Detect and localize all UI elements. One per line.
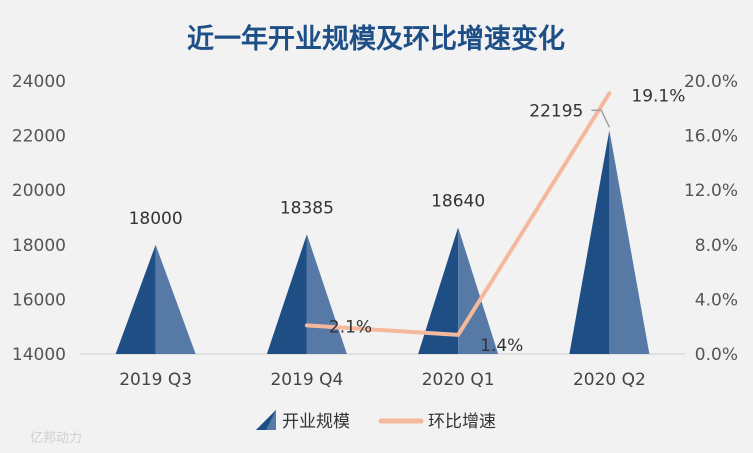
x-tick-label: 2019 Q4 [270, 370, 343, 390]
legend: 开业规模 环比增速 [256, 410, 496, 432]
y-left-tick-label: 16000 [12, 290, 66, 310]
bar-data-label: 18640 [431, 191, 485, 211]
y-left-tick-label: 14000 [12, 345, 66, 365]
growth-line-point [607, 91, 611, 95]
line-data-label: 1.4% [480, 336, 523, 356]
bar-left-face [569, 130, 610, 354]
y-right-tick-label: 20.0% [684, 72, 738, 92]
legend-swatch-scale-dark [256, 410, 276, 430]
growth-line-point [305, 323, 309, 327]
y-left-tick-label: 20000 [12, 181, 66, 201]
y-left-tick-label: 18000 [12, 236, 66, 256]
y-left-tick-label: 22000 [12, 127, 66, 147]
data-labels: 18000 18385 18640 22195 2.1% 1.4% 19.1% [129, 86, 686, 356]
growth-line-point [456, 333, 460, 337]
y-right-tick-label: 16.0% [684, 127, 738, 147]
line-data-label: 2.1% [329, 317, 372, 337]
growth-line [304, 91, 612, 337]
bar-right-face [609, 130, 650, 354]
bar-data-label: 18000 [129, 209, 183, 229]
watermark: 亿邦动力 [30, 431, 82, 446]
y-left-tick-label: 24000 [12, 72, 66, 92]
bar [569, 130, 650, 354]
bar [115, 244, 196, 354]
axes: 14000 16000 18000 20000 22000 24000 0.0% 4.0% 8.… [12, 72, 738, 390]
y-right-tick-label: 0.0% [695, 345, 738, 365]
legend-label-growth: 环比增速 [428, 412, 496, 432]
x-tick-label: 2020 Q1 [422, 370, 495, 390]
bar-left-face [266, 234, 307, 354]
line-data-label: 19.1% [631, 86, 685, 106]
x-tick-label: 2019 Q3 [119, 370, 192, 390]
legend-label-scale: 开业规模 [282, 412, 350, 432]
bar-data-label: 18385 [280, 198, 334, 218]
bar-left-face [115, 244, 156, 354]
bar-right-face [155, 244, 196, 354]
y-right-tick-label: 4.0% [695, 290, 738, 310]
label-leader-line [600, 109, 611, 128]
y-right-tick-label: 8.0% [695, 236, 738, 256]
bar-data-label: 22195 [529, 101, 583, 121]
chart-title: 近一年开业规模及环比增速变化 [187, 23, 565, 55]
x-tick-label: 2020 Q2 [573, 370, 646, 390]
y-right-tick-label: 12.0% [684, 181, 738, 201]
bar-left-face [418, 227, 459, 354]
bars [115, 130, 650, 354]
